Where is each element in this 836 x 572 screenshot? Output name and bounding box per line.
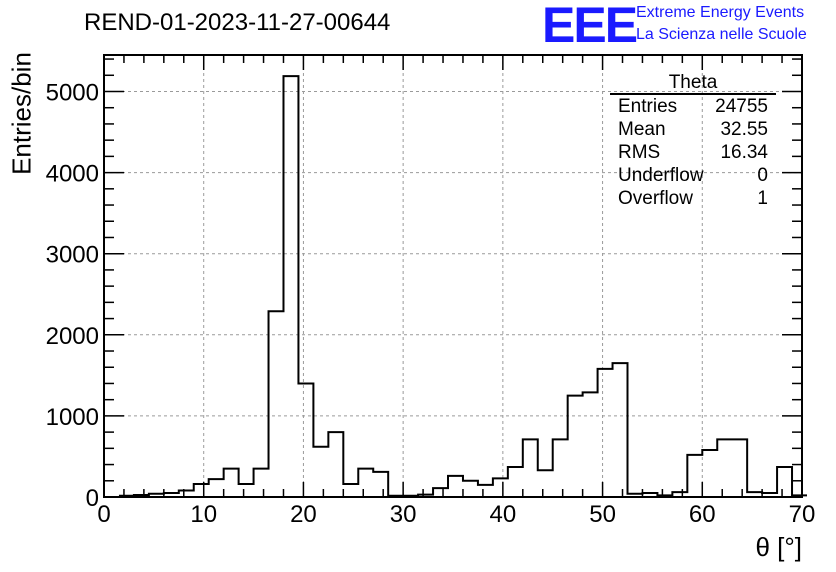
x-tick-label: 70	[789, 501, 816, 528]
stats-value: 16.34	[720, 142, 768, 163]
eee-logo: EEE	[542, 0, 638, 53]
stats-box: Theta Entries 24755 Mean 32.55 RMS 16.34…	[610, 73, 776, 210]
y-tick-label: 4000	[46, 161, 99, 188]
stats-label: RMS	[618, 142, 661, 163]
stats-value: 0	[757, 165, 768, 186]
stats-value: 32.55	[720, 119, 768, 140]
stats-label: Mean	[618, 119, 666, 140]
plot-title: REND-01-2023-11-27-00644	[84, 9, 391, 36]
y-tick-label: 2000	[46, 323, 99, 350]
x-tick-label: 10	[190, 501, 217, 528]
stats-label: Overflow	[618, 188, 693, 209]
y-tick-label: 0	[86, 485, 99, 512]
grid-lines	[104, 55, 802, 497]
y-tick-label: 1000	[46, 404, 99, 431]
stats-row: Mean 32.55	[610, 118, 776, 141]
x-tick-label: 20	[290, 501, 317, 528]
plot-frame	[103, 54, 803, 498]
x-tick-label: 30	[390, 501, 417, 528]
stats-row: Overflow 1	[610, 187, 776, 210]
x-axis-label: θ [°]	[755, 532, 802, 562]
stats-value: 24755	[715, 96, 768, 117]
y-axis-label: Entries/bin	[6, 52, 37, 175]
stats-title: Theta	[610, 73, 776, 95]
x-tick-label: 60	[689, 501, 716, 528]
stats-value: 1	[757, 188, 768, 209]
axes	[103, 54, 803, 498]
x-tick-label: 50	[589, 501, 616, 528]
logo-line-2: La Scienza nelle Scuole	[636, 26, 807, 43]
x-tick-label: 40	[490, 501, 517, 528]
stats-row: RMS 16.34	[610, 141, 776, 164]
stats-label: Underflow	[618, 165, 704, 186]
x-tick-label: 0	[97, 501, 110, 528]
logo-line-1: Extreme Energy Events	[636, 4, 805, 21]
histogram-series	[118, 75, 807, 497]
y-tick-label: 3000	[46, 242, 99, 269]
stats-row: Underflow 0	[610, 164, 776, 187]
y-tick-label: 5000	[46, 79, 99, 106]
stats-row: Entries 24755	[610, 95, 776, 118]
stats-label: Entries	[618, 96, 678, 117]
